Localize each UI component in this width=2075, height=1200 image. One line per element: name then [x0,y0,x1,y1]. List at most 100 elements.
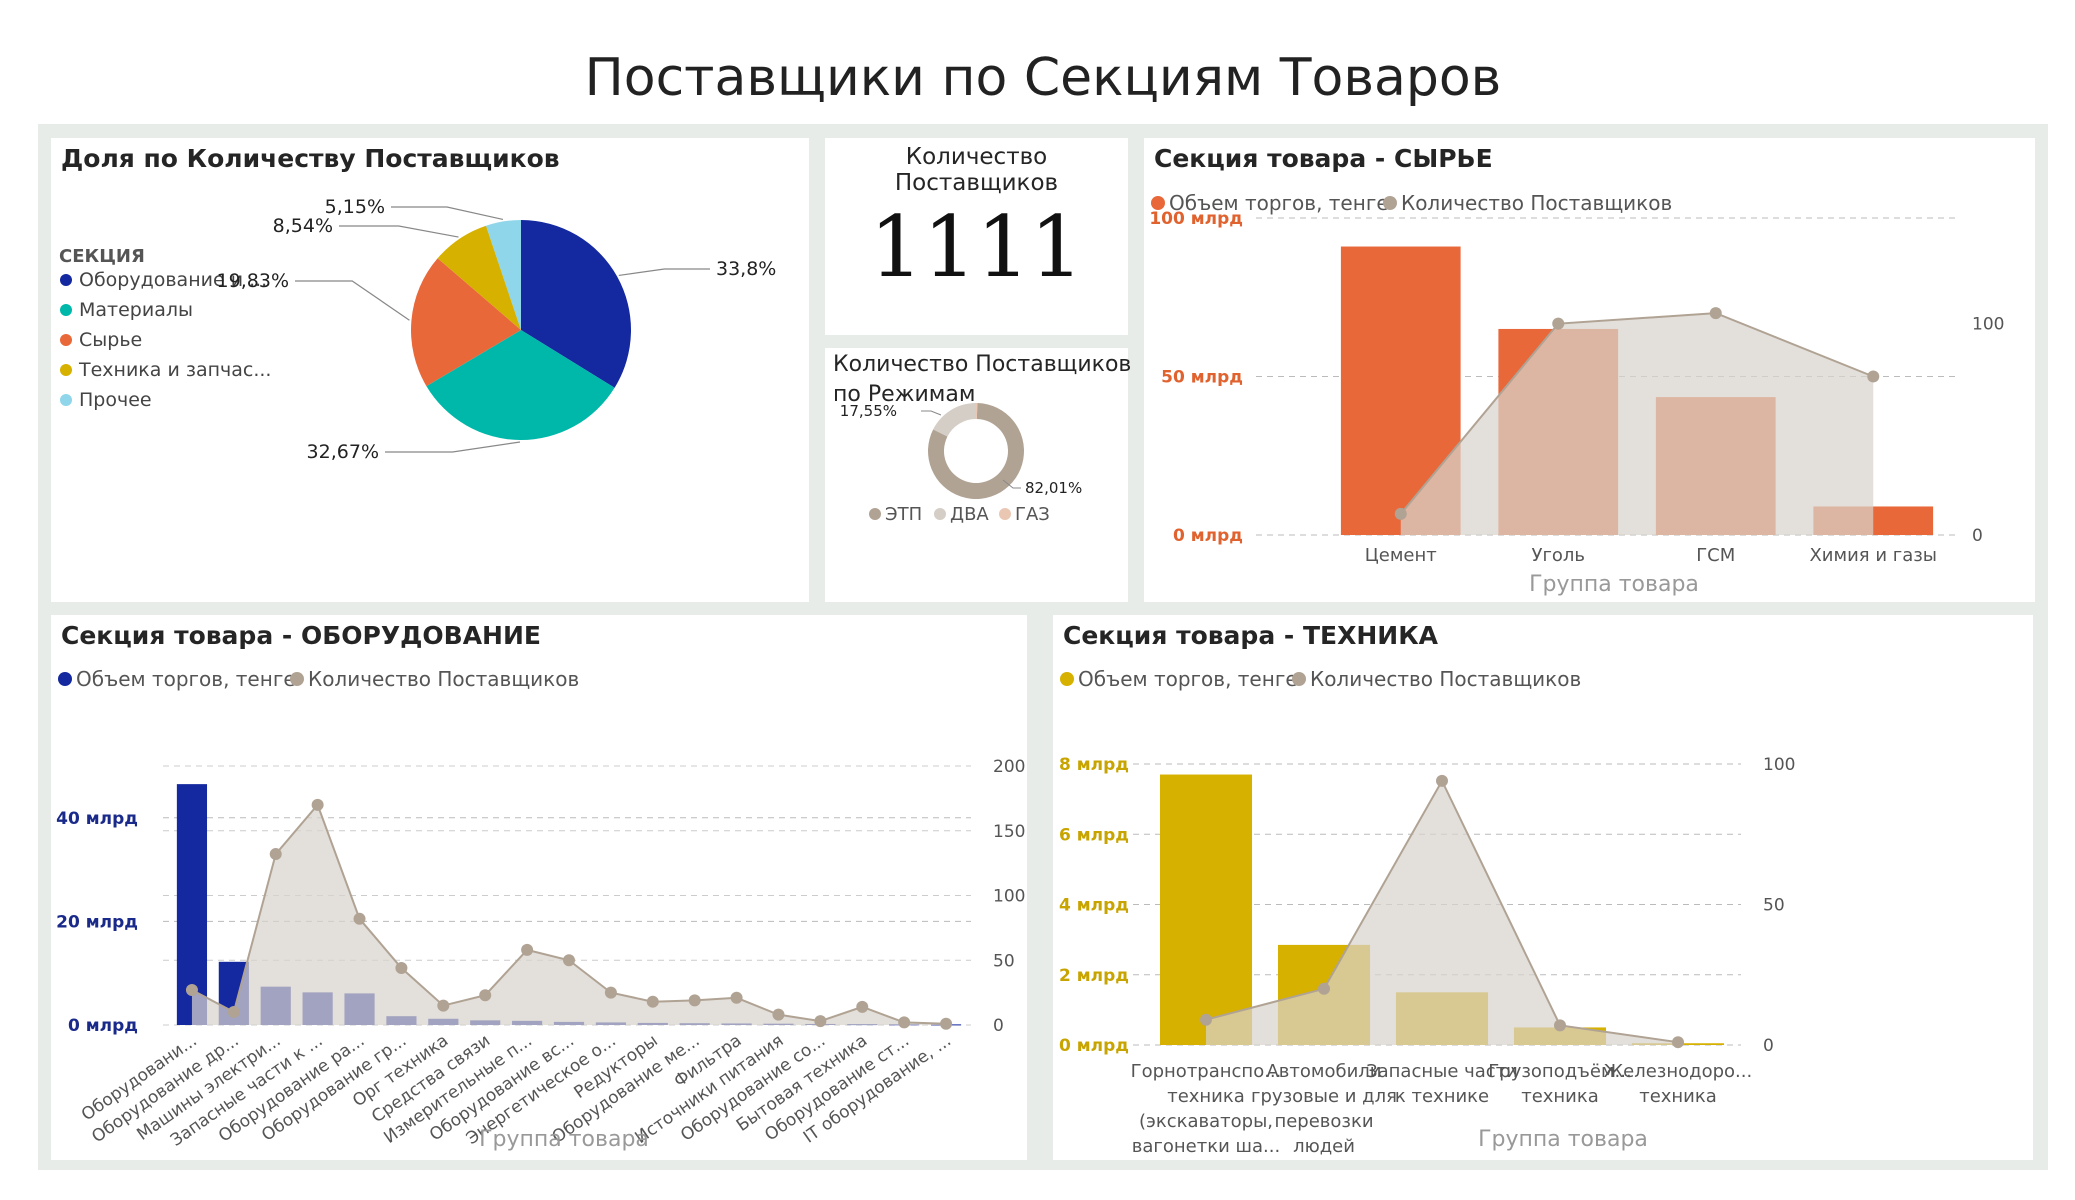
tech-bar-0 [1159,774,1253,1045]
raw-x-tick-3-line-0: Химия и газы [1809,545,1937,566]
equipment-suppliers-point-17 [898,1016,911,1029]
raw-suppliers-line [1399,312,1874,515]
equipment-suppliers-point-16 [856,1000,869,1013]
raw-x-tick-1-line-0: Уголь [1531,545,1585,566]
raw-suppliers-point-0 [1394,507,1407,520]
tech-combo-chart[interactable]: Объем торгов, тенге Количество Поставщико… [1053,615,2033,1160]
raw-y-right-tick-1: 100 [1972,315,2004,335]
page-title: Поставщики по Секциям Товаров [584,48,1502,108]
share-leader-4 [391,206,504,221]
kpi-title: Количество Поставщиков [894,144,1059,196]
modes-donut-slice-0 [928,403,1024,499]
tech-x-tick-4-line-0: Железнодоро... [1604,1061,1752,1082]
share-pie-slice-0 [521,220,631,388]
equipment-y-left-tick-0: 0 млрд [68,1016,138,1036]
tech-suppliers-point-2 [1436,774,1448,787]
raw-y-right-tick-0: 0 [1972,526,1983,546]
share-card[interactable]: Доля по Количеству Поставщиков СЕКЦИЯ Обо… [51,138,809,602]
tech-y-left-tick-2: 4 млрд [1059,896,1129,916]
equipment-suppliers-point-5 [395,962,408,975]
equipment-suppliers-point-15 [814,1015,827,1028]
tech-card[interactable]: Секция товара - ТЕХНИКА Объем торгов, те… [1053,615,2033,1160]
share-data-label-3: 8,54% [273,215,333,237]
equipment-suppliers-point-13 [730,991,743,1004]
equipment-y-right-tick-0: 0 [993,1016,1004,1036]
share-data-label-2: 19,83% [217,270,289,292]
share-card-title: Доля по Количеству Поставщиков [61,144,560,173]
tech-y-right-tick-1: 50 [1763,896,1785,916]
tech-legend-marker-suppliers [1292,672,1306,686]
equipment-y-left-tick-1: 20 млрд [56,912,138,932]
equipment-y-right-tick-3: 150 [993,822,1025,842]
modes-legend-marker-2 [999,508,1011,520]
equipment-combo-chart[interactable]: Объем торгов, тенге Количество Поставщико… [51,615,1027,1160]
share-pie-slice-4 [486,220,521,330]
raw-x-axis-label: Группа товара [1529,572,1699,597]
raw-card[interactable]: Секция товара - СЫРЬЕ Объем торгов, тенг… [1144,138,2035,602]
raw-legend-label-suppliers: Количество Поставщиков [1401,191,1672,215]
raw-y-left-tick-2: 100 млрд [1149,209,1243,229]
tech-suppliers-point-1 [1318,982,1330,995]
raw-card-title: Секция товара - СЫРЬЕ [1154,144,1493,173]
tech-x-tick-3-line-1: техника [1521,1086,1599,1107]
tech-x-tick-3-line-0: Грузоподъём... [1488,1061,1631,1082]
share-leader-2 [295,280,410,321]
tech-x-tick-2-line-1: к технике [1395,1086,1489,1107]
equipment-x-axis-label: Группа товара [479,1127,649,1152]
equipment-y-left-tick-2: 40 млрд [56,809,138,829]
raw-combo-chart[interactable]: Объем торгов, тенге Количество Поставщико… [1144,138,2035,602]
modes-legend-label-1: ДВА [950,504,989,525]
share-legend-label-1: Материалы [79,299,193,321]
raw-suppliers-point-3 [1867,370,1880,383]
share-legend-marker-4 [60,394,72,406]
share-legend-label-3: Техника и запчас... [78,359,271,381]
equipment-legend-label-volume: Объем торгов, тенге [76,667,296,691]
modes-card-title-line1: Количество Поставщиков [833,352,1132,377]
modes-card[interactable]: Количество Поставщиков по Режимам 17,55%… [825,348,1132,602]
equipment-suppliers-point-1 [227,1006,240,1019]
equipment-suppliers-point-3 [311,798,324,811]
equipment-y-right-tick-4: 200 [993,757,1025,777]
equipment-suppliers-point-7 [479,989,492,1002]
modes-data-label-1: 17,55% [840,402,897,420]
raw-legend-marker-suppliers [1383,196,1397,210]
raw-legend-label-volume: Объем торгов, тенге [1169,191,1389,215]
share-legend-marker-2 [60,334,72,346]
equipment-suppliers-point-9 [563,954,575,967]
share-data-label-0: 33,8% [716,258,776,280]
tech-y-left-tick-1: 2 млрд [1059,966,1129,986]
tech-suppliers-point-0 [1200,1013,1212,1026]
equipment-suppliers-point-14 [772,1008,785,1021]
tech-y-right-tick-0: 0 [1763,1036,1774,1056]
raw-legend-marker-volume [1151,196,1165,210]
share-legend-marker-1 [60,304,72,316]
tech-x-tick-0-line-2: (экскаваторы, [1139,1111,1273,1132]
equipment-legend-label-suppliers: Количество Поставщиков [308,667,579,691]
equipment-suppliers-point-11 [646,995,659,1008]
tech-x-tick-0-line-1: техника [1167,1086,1245,1107]
tech-card-title: Секция товара - ТЕХНИКА [1063,621,1439,650]
raw-x-tick-0-line-0: Цемент [1365,545,1437,566]
share-leader-1 [385,441,521,453]
equipment-legend-marker-suppliers [290,672,304,686]
share-leader-3 [339,225,459,238]
equipment-legend-marker-volume [58,672,72,686]
equipment-card[interactable]: Секция товара - ОБОРУДОВАНИЕ Объем торго… [51,615,1027,1160]
tech-x-tick-1-line-1: грузовые и для [1251,1086,1397,1107]
raw-suppliers-point-2 [1709,307,1722,320]
tech-legend-label-suppliers: Количество Поставщиков [1310,667,1581,691]
equipment-suppliers-point-0 [185,984,198,997]
tech-suppliers-area [1206,780,1678,1045]
modes-donut-chart[interactable]: 17,55% 82,01% ЭТП ДВА ГАЗ [825,348,1128,602]
raw-x-tick-2-line-0: ГСМ [1696,545,1735,566]
raw-suppliers-area [1400,313,1874,535]
tech-x-tick-0-line-0: Горнотранспо... [1131,1061,1282,1082]
equipment-y-right-tick-1: 50 [993,951,1015,971]
equipment-suppliers-point-18 [940,1017,953,1030]
share-data-label-4: 5,15% [325,196,385,218]
equipment-suppliers-area [191,804,947,1025]
kpi-card[interactable]: Количество Поставщиков 1111 [825,138,1128,335]
tech-legend-label-volume: Объем торгов, тенге [1078,667,1298,691]
modes-card-title-line2: по Режимам [833,382,976,407]
